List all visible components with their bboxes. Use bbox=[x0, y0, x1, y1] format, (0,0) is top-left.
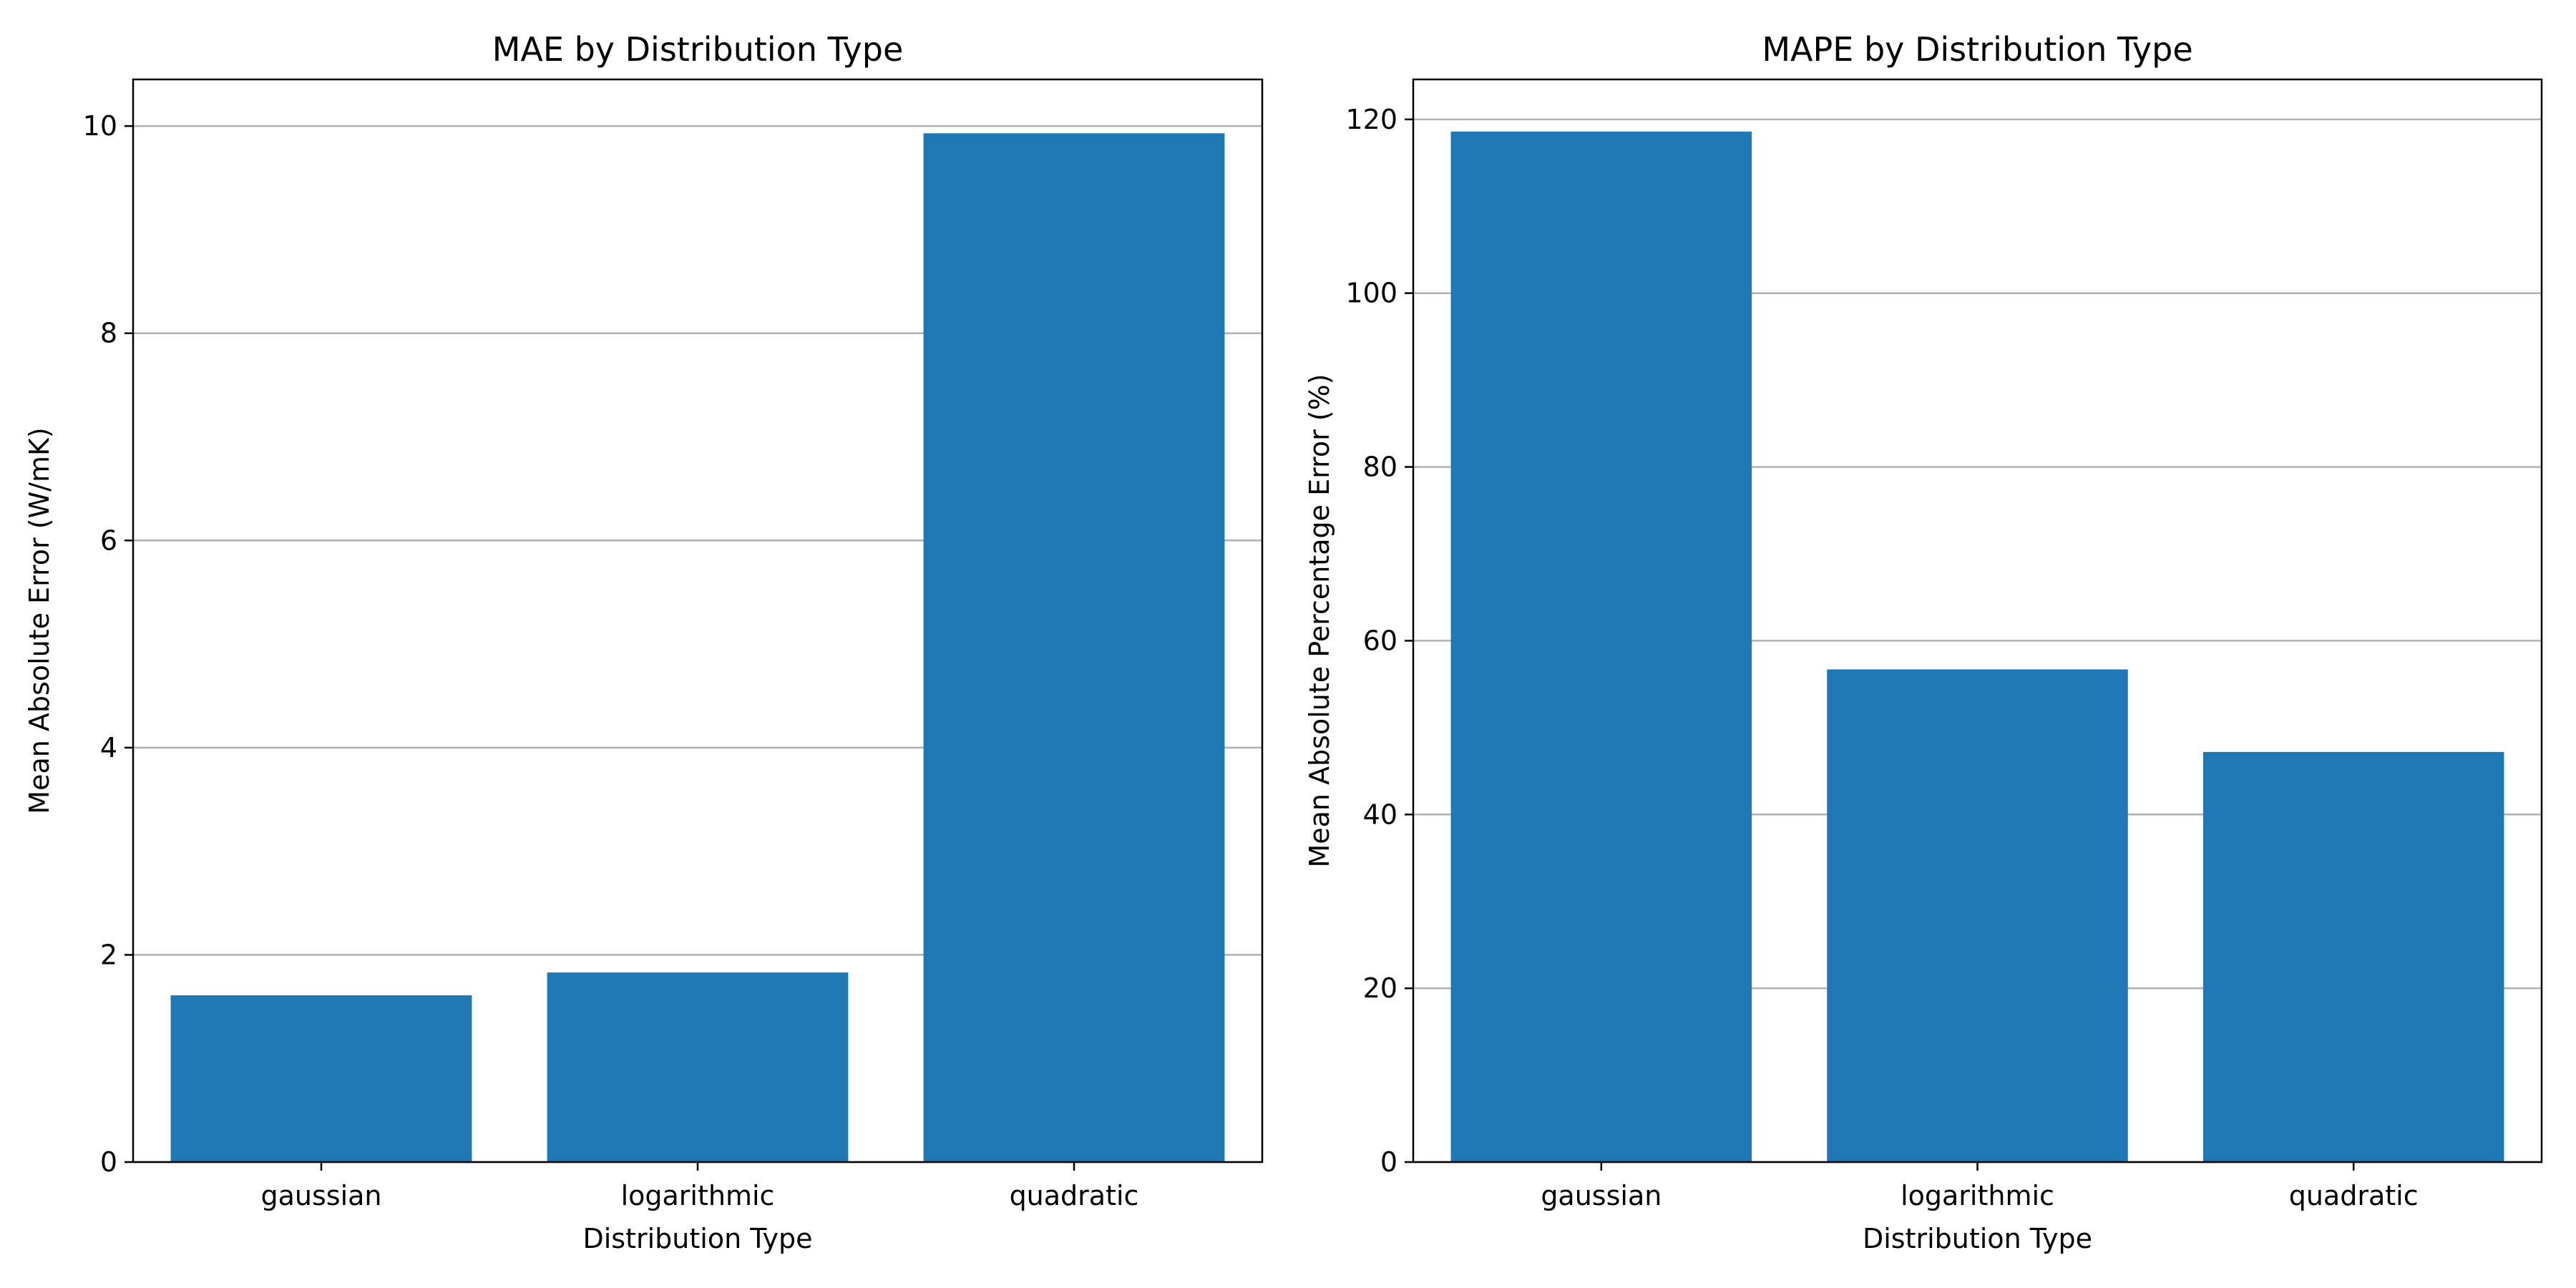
mae-chart-y-tick-label: 0 bbox=[100, 1146, 117, 1178]
mae-chart-y-tick-label: 6 bbox=[100, 525, 117, 556]
mape-chart-y-tick-label: 60 bbox=[1363, 625, 1397, 656]
mape-chart: MAPE by Distribution Type Distribution T… bbox=[1304, 30, 2543, 1254]
mae-chart-y-tick-label: 8 bbox=[100, 318, 117, 349]
mape-chart-x-tick-label-gaussian: gaussian bbox=[1541, 1180, 1662, 1211]
mape-chart-bar-logarithmic bbox=[1827, 669, 2128, 1162]
mape-chart-y-axis-label: Mean Absolute Percentage Error (%) bbox=[1304, 374, 1335, 867]
mape-chart-y-tick-label: 120 bbox=[1345, 104, 1397, 135]
mae-chart-x-tick-label-logarithmic: logarithmic bbox=[621, 1180, 775, 1211]
mape-chart-y-tick-label: 0 bbox=[1380, 1146, 1397, 1178]
mae-chart-bar-gaussian bbox=[170, 995, 472, 1162]
mape-chart-y-tick-label: 20 bbox=[1363, 972, 1397, 1004]
mae-chart-y-tick-label: 10 bbox=[83, 110, 117, 142]
mape-chart-x-axis-label: Distribution Type bbox=[1863, 1223, 2092, 1254]
mae-chart-x-axis-label: Distribution Type bbox=[582, 1223, 812, 1254]
mape-chart-bar-gaussian bbox=[1450, 131, 1752, 1162]
mape-chart-y-tick-label: 40 bbox=[1363, 799, 1397, 830]
mae-chart-y-tick-label: 4 bbox=[100, 732, 117, 763]
mae-chart: MAE by Distribution Type Distribution Ty… bbox=[24, 30, 1264, 1254]
mape-chart-y-tick-label: 100 bbox=[1345, 278, 1397, 309]
mae-chart-y-axis-label: Mean Absolute Error (W/mK) bbox=[24, 427, 55, 814]
mape-chart-x-tick-label-logarithmic: logarithmic bbox=[1901, 1180, 2054, 1211]
mape-chart-title: MAPE by Distribution Type bbox=[1762, 30, 2192, 69]
mae-chart-title: MAE by Distribution Type bbox=[492, 30, 904, 69]
mape-chart-x-tick-label-quadratic: quadratic bbox=[2289, 1180, 2419, 1211]
mae-chart-x-tick-label-gaussian: gaussian bbox=[260, 1180, 381, 1211]
mae-chart-y-tick-label: 2 bbox=[100, 939, 117, 970]
mape-chart-y-tick-label: 80 bbox=[1363, 452, 1397, 483]
mae-chart-bar-quadratic bbox=[923, 133, 1225, 1162]
mae-chart-x-tick-label-quadratic: quadratic bbox=[1010, 1180, 1139, 1211]
mae-chart-bar-logarithmic bbox=[547, 972, 849, 1162]
mape-chart-bar-quadratic bbox=[2202, 751, 2504, 1162]
